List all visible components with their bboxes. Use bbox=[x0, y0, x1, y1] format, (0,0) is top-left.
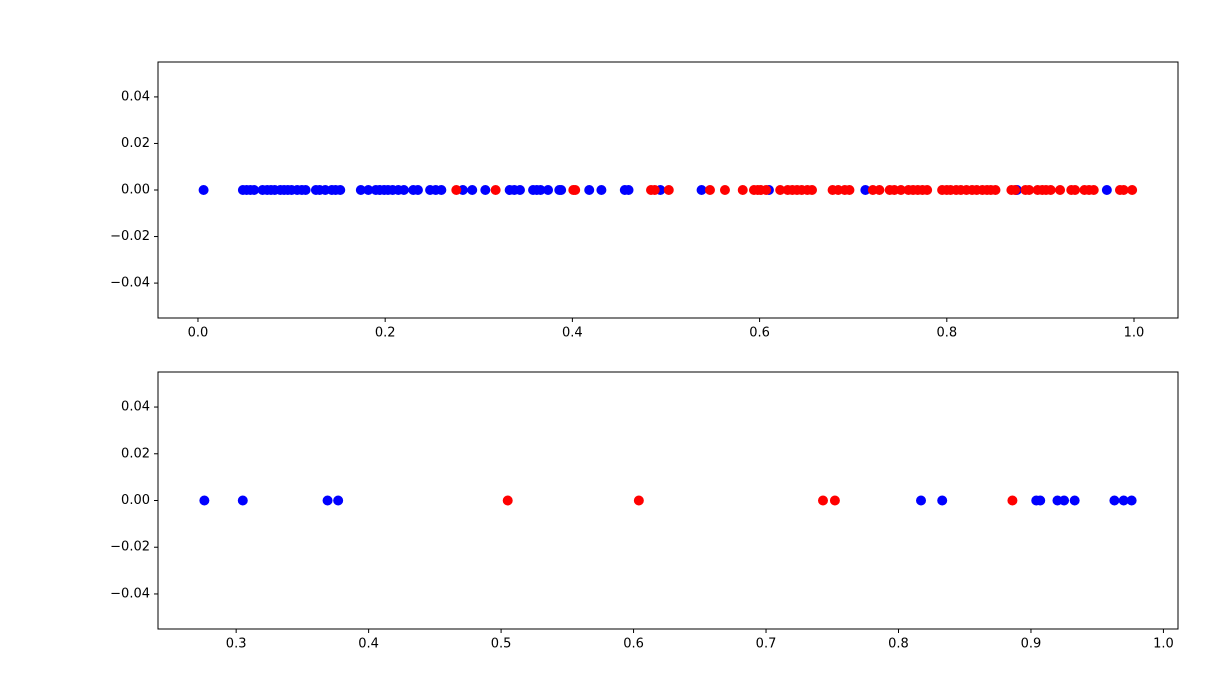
point bbox=[696, 185, 707, 195]
x-tick-label: 0.7 bbox=[756, 637, 777, 652]
point bbox=[355, 185, 366, 195]
point bbox=[436, 185, 447, 195]
y-tick-label: −0.04 bbox=[110, 276, 150, 291]
point bbox=[199, 495, 210, 506]
point bbox=[198, 185, 209, 195]
x-tick-label: 0.8 bbox=[888, 637, 909, 652]
x-tick-label: 0.6 bbox=[623, 637, 644, 652]
x-tick-label: 0.4 bbox=[358, 637, 379, 652]
axes-frame bbox=[157, 371, 1179, 630]
point bbox=[467, 185, 478, 195]
point bbox=[663, 185, 674, 195]
point bbox=[596, 185, 607, 195]
x-tick-label: 0.9 bbox=[1021, 637, 1042, 652]
point bbox=[874, 185, 885, 195]
point bbox=[1045, 185, 1056, 195]
point bbox=[1024, 185, 1035, 195]
point bbox=[1127, 185, 1138, 195]
point bbox=[543, 185, 554, 195]
point bbox=[1109, 495, 1120, 506]
y-tick-label: 0.04 bbox=[121, 400, 150, 415]
point bbox=[1101, 185, 1112, 195]
x-tick-label: 0.0 bbox=[188, 326, 209, 341]
axes-frame bbox=[157, 61, 1179, 319]
point bbox=[1070, 185, 1081, 195]
point bbox=[916, 495, 927, 506]
point bbox=[990, 185, 1001, 195]
point bbox=[333, 495, 344, 506]
point bbox=[719, 185, 730, 195]
point bbox=[322, 495, 333, 506]
point bbox=[829, 495, 840, 506]
point bbox=[1010, 185, 1021, 195]
point bbox=[775, 185, 786, 195]
x-tick-label: 0.3 bbox=[226, 637, 247, 652]
point bbox=[556, 185, 567, 195]
y-tick-label: −0.04 bbox=[110, 586, 150, 601]
point bbox=[1118, 185, 1129, 195]
point bbox=[860, 185, 871, 195]
point bbox=[1007, 495, 1018, 506]
point bbox=[704, 185, 715, 195]
point bbox=[412, 185, 423, 195]
point bbox=[761, 185, 772, 195]
x-tick-label: 0.2 bbox=[375, 326, 396, 341]
point bbox=[335, 185, 346, 195]
point bbox=[363, 185, 374, 195]
point bbox=[570, 185, 581, 195]
point bbox=[937, 495, 948, 506]
point bbox=[649, 185, 660, 195]
point bbox=[737, 185, 748, 195]
y-tick-label: 0.02 bbox=[121, 136, 150, 151]
y-tick-label: 0.02 bbox=[121, 446, 150, 461]
point bbox=[514, 185, 525, 195]
point bbox=[502, 495, 513, 506]
point bbox=[1055, 185, 1066, 195]
point bbox=[623, 185, 634, 195]
point bbox=[1088, 185, 1099, 195]
point bbox=[1118, 495, 1129, 506]
x-tick-label: 0.4 bbox=[562, 326, 583, 341]
point bbox=[535, 185, 546, 195]
x-tick-label: 0.8 bbox=[936, 326, 957, 341]
x-tick-label: 0.6 bbox=[749, 326, 770, 341]
point bbox=[633, 495, 644, 506]
point bbox=[844, 185, 855, 195]
point bbox=[1035, 495, 1046, 506]
x-tick-label: 1.0 bbox=[1124, 326, 1145, 341]
y-tick-label: 0.00 bbox=[121, 183, 150, 198]
point bbox=[1126, 495, 1137, 506]
point bbox=[584, 185, 595, 195]
point bbox=[249, 185, 260, 195]
point bbox=[1059, 495, 1070, 506]
point bbox=[807, 185, 818, 195]
point bbox=[451, 185, 462, 195]
point bbox=[398, 185, 409, 195]
x-tick-label: 1.0 bbox=[1153, 637, 1174, 652]
x-tick-label: 0.5 bbox=[491, 637, 512, 652]
point bbox=[922, 185, 933, 195]
point bbox=[237, 495, 248, 506]
point bbox=[300, 185, 311, 195]
y-tick-label: 0.04 bbox=[121, 89, 150, 104]
point bbox=[480, 185, 491, 195]
y-tick-label: −0.02 bbox=[110, 229, 150, 244]
y-tick-label: 0.00 bbox=[121, 493, 150, 508]
point bbox=[895, 185, 906, 195]
y-tick-label: −0.02 bbox=[110, 540, 150, 555]
point bbox=[490, 185, 501, 195]
point bbox=[817, 495, 828, 506]
point bbox=[1069, 495, 1080, 506]
